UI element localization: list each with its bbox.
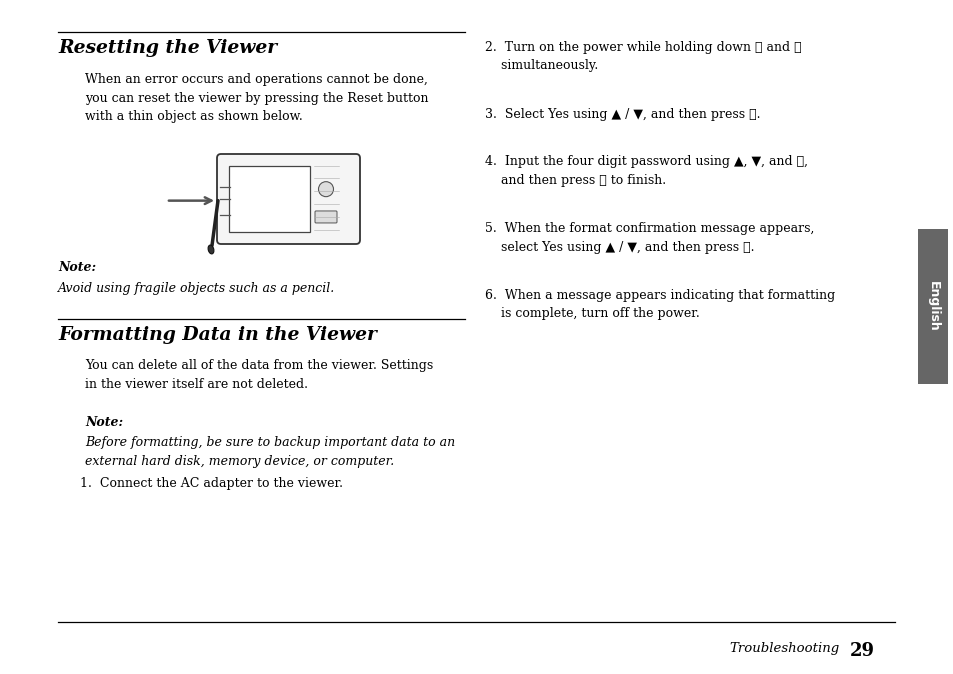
Text: you can reset the viewer by pressing the Reset button: you can reset the viewer by pressing the… — [85, 92, 428, 104]
Text: 6.  When a message appears indicating that formatting: 6. When a message appears indicating tha… — [484, 288, 835, 301]
Text: Avoid using fragile objects such as a pencil.: Avoid using fragile objects such as a pe… — [58, 282, 335, 295]
FancyBboxPatch shape — [314, 211, 336, 223]
Text: Note:: Note: — [58, 262, 96, 274]
Ellipse shape — [208, 245, 213, 254]
Text: 29: 29 — [849, 642, 874, 660]
Text: 4.  Input the four digit password using ▲, ▼, and ⒪,: 4. Input the four digit password using ▲… — [484, 156, 807, 168]
Text: in the viewer itself are not deleted.: in the viewer itself are not deleted. — [85, 378, 308, 391]
Text: English: English — [925, 281, 939, 332]
Text: When an error occurs and operations cannot be done,: When an error occurs and operations cann… — [85, 73, 428, 86]
FancyBboxPatch shape — [216, 154, 359, 244]
Text: select Yes using ▲ / ▼, and then press ⒪.: select Yes using ▲ / ▼, and then press ⒪… — [484, 241, 754, 253]
Text: You can delete all of the data from the viewer. Settings: You can delete all of the data from the … — [85, 359, 433, 373]
Circle shape — [318, 182, 334, 197]
Text: 3.  Select Yes using ▲ / ▼, and then press ⒪.: 3. Select Yes using ▲ / ▼, and then pres… — [484, 107, 760, 121]
Text: is complete, turn off the power.: is complete, turn off the power. — [484, 307, 699, 320]
Text: simultaneously.: simultaneously. — [484, 59, 598, 73]
Text: 1.  Connect the AC adapter to the viewer.: 1. Connect the AC adapter to the viewer. — [80, 477, 343, 491]
Text: and then press ⒪ to finish.: and then press ⒪ to finish. — [484, 174, 665, 187]
Text: Note:: Note: — [85, 417, 123, 429]
Text: Formatting Data in the Viewer: Formatting Data in the Viewer — [58, 326, 376, 344]
Text: 5.  When the format confirmation message appears,: 5. When the format confirmation message … — [484, 222, 814, 235]
Text: 2.  Turn on the power while holding down ⒪ and Ⓞ: 2. Turn on the power while holding down … — [484, 41, 801, 54]
Text: with a thin object as shown below.: with a thin object as shown below. — [85, 110, 302, 123]
Text: Troubleshooting: Troubleshooting — [729, 642, 840, 655]
FancyBboxPatch shape — [917, 229, 947, 384]
Bar — [229, 166, 310, 232]
Text: Resetting the Viewer: Resetting the Viewer — [58, 39, 276, 57]
Text: Before formatting, be sure to backup important data to an: Before formatting, be sure to backup imp… — [85, 436, 455, 449]
Text: external hard disk, memory device, or computer.: external hard disk, memory device, or co… — [85, 456, 394, 468]
